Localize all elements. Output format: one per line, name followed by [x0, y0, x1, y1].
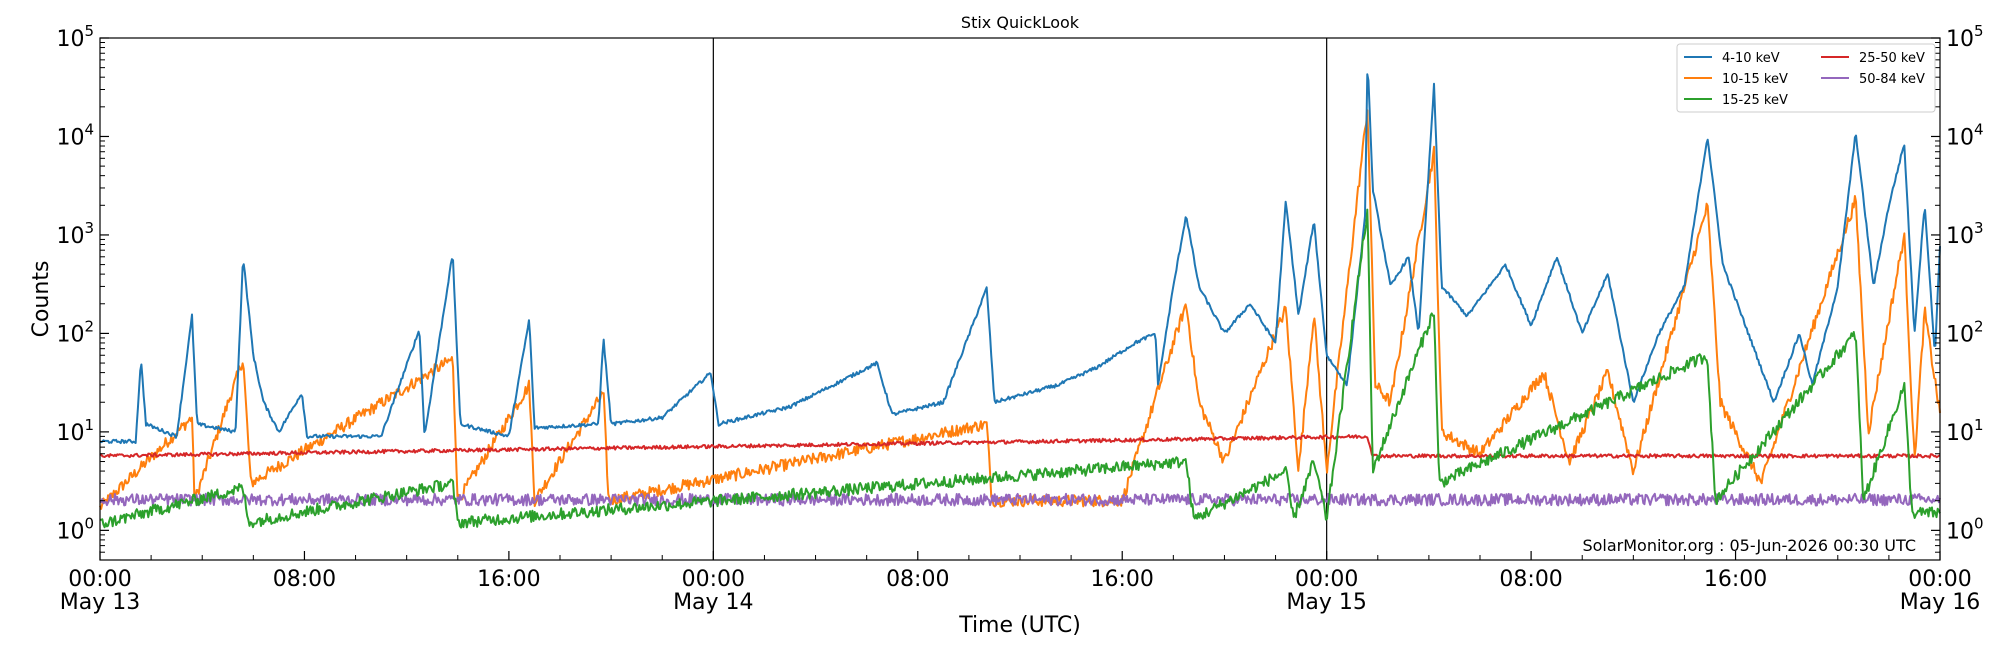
day-boundary-lines	[712, 38, 1328, 560]
legend-label: 50-84 keV	[1859, 72, 1925, 87]
y-axis: 100 101 102 103 104 105	[56, 22, 109, 561]
x-tick-label: 16:00	[1091, 567, 1154, 592]
y-tick-label-right: 101	[1946, 416, 1984, 446]
series-line-10-15-kev	[99, 109, 1941, 510]
x-tick-date-label: May 13	[60, 590, 140, 615]
x-tick-label: 16:00	[477, 567, 540, 592]
y-tick-label: 102	[56, 317, 94, 347]
legend-label: 4-10 keV	[1722, 51, 1780, 66]
y-tick-label: 100	[56, 514, 94, 544]
series-line-4-10-kev	[99, 73, 1941, 445]
series-lines	[99, 73, 1941, 529]
timestamp-annotation: SolarMonitor.org : 05-Jun-2026 00:30 UTC	[1582, 536, 1916, 555]
y-tick-label: 101	[56, 416, 94, 446]
x-tick-date-label: May 15	[1286, 590, 1366, 615]
series-line-50-84-kev	[99, 492, 1941, 507]
y-tick-label-right: 104	[1946, 120, 1984, 150]
x-tick-date-label: May 16	[1900, 590, 1980, 615]
x-tick-label: 08:00	[1499, 567, 1562, 592]
chart-title: Stix QuickLook	[961, 13, 1080, 32]
y-tick-label: 104	[56, 120, 94, 150]
x-axis-label: Time (UTC)	[958, 613, 1081, 638]
series-line-15-25-kev	[99, 208, 1941, 529]
legend-label: 10-15 keV	[1722, 72, 1788, 87]
legend-label: 15-25 keV	[1722, 93, 1788, 108]
y-tick-label-right: 105	[1946, 22, 1984, 52]
legend: 4-10 keV 10-15 keV 15-25 keV 25-50 keV 50-84…	[1676, 43, 1936, 113]
y-tick-label: 103	[56, 219, 94, 249]
series-line-25-50-kev	[99, 434, 1941, 459]
y-tick-label-right: 103	[1946, 219, 1984, 249]
x-tick-label: 00:00	[1908, 567, 1971, 592]
y-tick-label-right: 102	[1946, 317, 1984, 347]
legend-label: 25-50 keV	[1859, 51, 1925, 66]
plot-frame	[99, 37, 1941, 561]
x-tick-label: 16:00	[1704, 567, 1767, 592]
x-tick-label: 08:00	[273, 567, 336, 592]
x-tick-label: 08:00	[886, 567, 949, 592]
y-axis-right: 100 101 102 103 104 105	[1931, 22, 1984, 561]
x-tick-label: 00:00	[68, 567, 131, 592]
legend-box	[1676, 43, 1936, 113]
y-tick-label-right: 100	[1946, 514, 1984, 544]
x-tick-label: 00:00	[1295, 567, 1358, 592]
y-axis-label: Counts	[29, 261, 54, 338]
y-tick-label: 105	[56, 22, 94, 52]
x-tick-label: 00:00	[682, 567, 745, 592]
x-tick-date-label: May 14	[673, 590, 753, 615]
